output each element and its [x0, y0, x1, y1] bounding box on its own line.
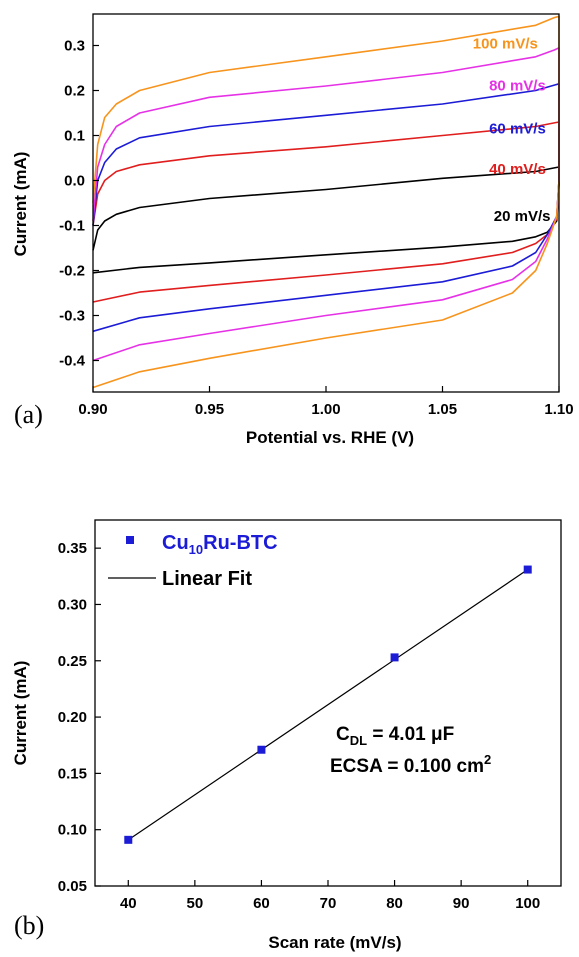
panel-a-y-axis-title: Current (mA) [11, 152, 30, 257]
legend-series-name: Cu10Ru-BTC [162, 532, 278, 557]
panel-a-x-axis-title: Potential vs. RHE (V) [246, 428, 414, 447]
cv-series-label: 80 mV/s [489, 78, 546, 95]
cdl-annotation: CDL = 4.01 μF [336, 724, 454, 748]
y-tick-label: 0.10 [58, 822, 87, 839]
cv-curve-100-mv-s [92, 15, 560, 389]
x-tick-label: 1.00 [311, 401, 340, 418]
panel-a-y-axis: -0.4 -0.3 -0.2 -0.1 0.0 0.1 0.2 0.3 [59, 38, 99, 370]
y-tick-label: 0.20 [58, 709, 87, 726]
y-tick-label: 0.25 [58, 653, 87, 670]
cv-series-labels: 100 mV/s 80 mV/s 60 mV/s 40 mV/s 20 mV/s [473, 36, 551, 225]
y-tick-label: -0.1 [59, 218, 85, 235]
y-tick-label: 0.2 [64, 83, 85, 100]
panel-b-y-axis-title: Current (mA) [11, 661, 30, 766]
y-tick-label: -0.3 [59, 308, 85, 325]
x-tick-label: 60 [253, 895, 270, 912]
x-tick-label: 40 [120, 895, 137, 912]
x-tick-label: 0.90 [78, 401, 107, 418]
data-point [257, 745, 266, 754]
panel-b-x-axis-title: Scan rate (mV/s) [268, 933, 401, 952]
linear-fit-line [127, 569, 529, 841]
y-tick-label: 0.15 [58, 765, 87, 782]
cv-series-label: 100 mV/s [473, 36, 538, 53]
cv-series-label: 20 mV/s [494, 208, 551, 225]
data-point [124, 835, 133, 844]
cv-series-group [92, 15, 560, 389]
panel-a-cv-curves: 0.90 0.95 1.00 1.05 1.10 -0.4 -0.3 -0.2 -0.1 0.0… [11, 13, 574, 447]
x-tick-label: 1.05 [428, 401, 457, 418]
legend-marker-square [126, 536, 134, 544]
cv-series-label: 60 mV/s [489, 120, 546, 137]
x-tick-label: 1.10 [544, 401, 573, 418]
y-tick-label: 0.30 [58, 596, 87, 613]
x-tick-label: 90 [453, 895, 470, 912]
ecsa-annotation: ECSA = 0.100 cm2 [330, 752, 491, 777]
x-tick-label: 100 [515, 895, 540, 912]
y-tick-label: 0.1 [64, 128, 85, 145]
x-tick-label: 80 [386, 895, 403, 912]
x-tick-label: 50 [187, 895, 204, 912]
data-points-group [124, 565, 532, 844]
y-tick-label: 0.05 [58, 878, 87, 895]
panel-a-plot-frame [92, 13, 560, 393]
panel-a-x-axis: 0.90 0.95 1.00 1.05 1.10 [78, 386, 574, 418]
panel-b-y-axis: 0.05 0.10 0.15 0.20 0.25 0.30 0.35 [58, 540, 101, 895]
y-tick-label: 0.35 [58, 540, 87, 557]
cv-curve-40-mv-s [92, 121, 560, 303]
y-tick-label: -0.4 [59, 353, 86, 370]
cv-series-label: 40 mV/s [489, 161, 546, 178]
x-tick-label: 0.95 [195, 401, 224, 418]
panel-a-label: (a) [14, 400, 43, 429]
y-tick-label: 0.3 [64, 38, 85, 55]
panel-b-label: (b) [14, 911, 44, 940]
data-point [390, 653, 399, 662]
legend-fit-name: Linear Fit [162, 568, 252, 590]
panel-b-x-axis: 40 50 60 70 80 90 100 [120, 880, 540, 912]
data-point [523, 565, 532, 574]
panel-b-linear-fit: 40 50 60 70 80 90 100 0.05 0.10 0.15 0.20 0.25 0.30… [11, 519, 562, 952]
y-tick-label: -0.2 [59, 263, 85, 280]
y-tick-label: 0.0 [64, 173, 85, 190]
x-tick-label: 70 [320, 895, 337, 912]
